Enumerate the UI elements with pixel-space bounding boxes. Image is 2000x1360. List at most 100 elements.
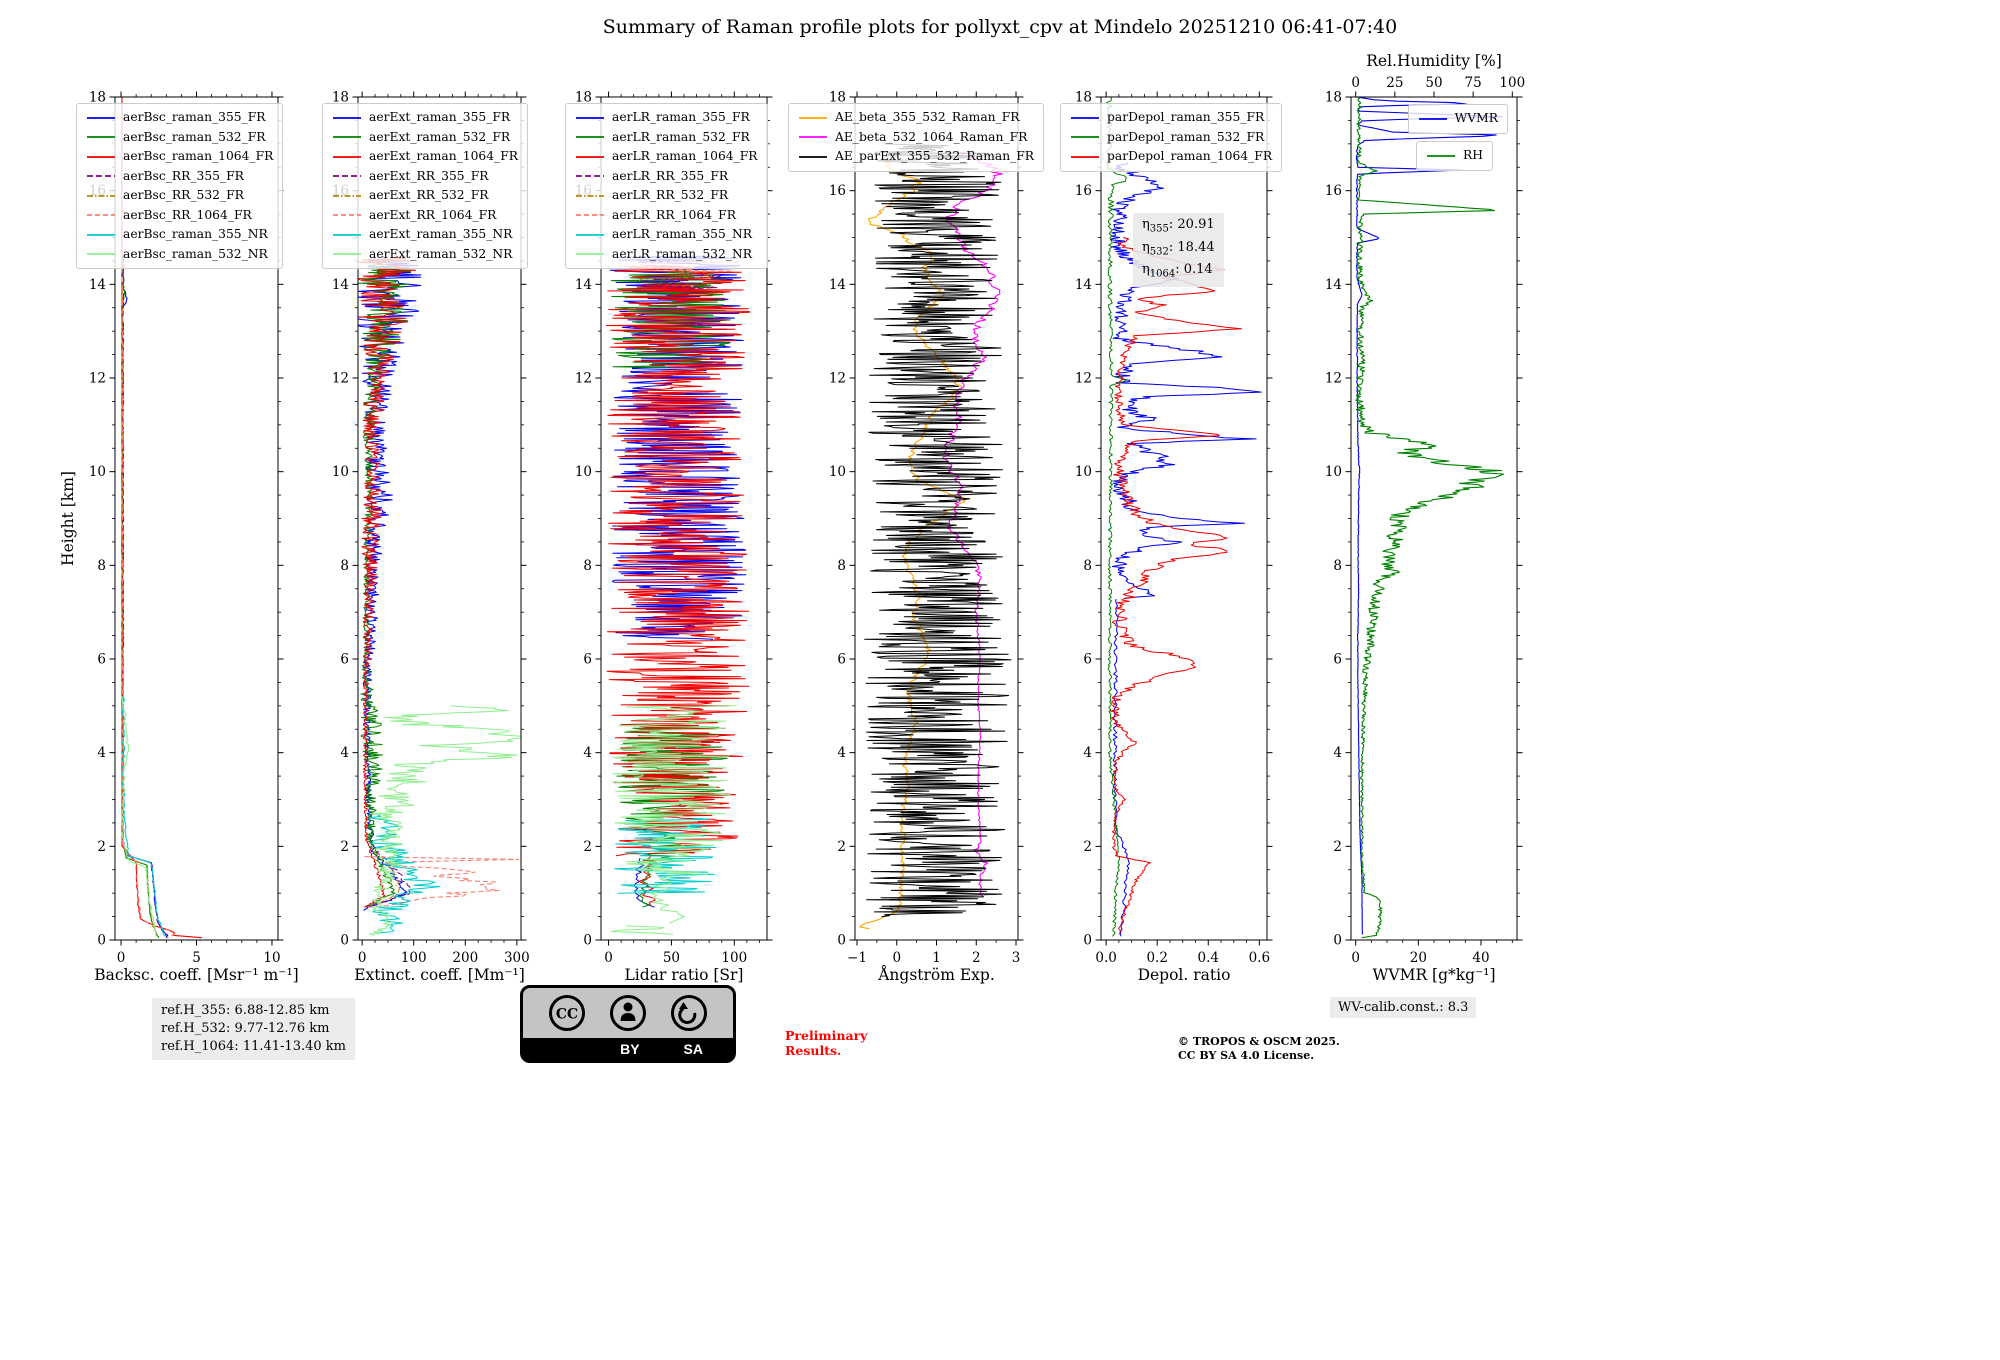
- svg-text:8: 8: [340, 558, 349, 574]
- svg-text:12: 12: [829, 371, 846, 387]
- svg-text:6: 6: [340, 652, 349, 668]
- legend-entry: WVMR: [1418, 109, 1498, 129]
- legend-entry: aerExt_raman_355_NR: [332, 225, 518, 245]
- svg-text:6: 6: [1333, 652, 1342, 668]
- series-aerExt_RR_532_FR: [370, 850, 401, 906]
- legend-entry: aerBsc_raman_532_NR: [86, 245, 273, 265]
- svg-text:20: 20: [1410, 950, 1427, 966]
- legend-label: aerLR_raman_355_FR: [612, 110, 750, 124]
- legend-line-sample: [87, 155, 115, 158]
- eta-value-355: η355: 20.91: [1142, 217, 1215, 235]
- tick-labels: 0 2 4 6 8 10 12 14 16 18 0.0 0.2 0.4 0.6: [1075, 90, 1270, 967]
- svg-text:50: 50: [1425, 75, 1442, 91]
- series-aerLR_RR_532_FR: [635, 269, 720, 282]
- legend-label: aerBsc_RR_355_FR: [123, 168, 244, 183]
- legend-line-sample: [799, 136, 827, 139]
- series-parDepol_raman_355_FR: [1112, 599, 1130, 937]
- svg-text:4: 4: [1333, 745, 1342, 761]
- legend-entry: RH: [1426, 146, 1483, 166]
- svg-text:14: 14: [332, 277, 349, 293]
- legend-line-sample: [333, 136, 361, 139]
- legend-entry: aerBsc_raman_355_FR: [86, 108, 273, 128]
- series-aerExt_raman_532_NR: [369, 705, 521, 936]
- svg-text:2: 2: [1333, 839, 1342, 855]
- svg-text:2: 2: [837, 839, 846, 855]
- legend-line-sample: [576, 155, 604, 158]
- legend-entry: aerBsc_RR_532_FR: [86, 186, 273, 206]
- legend-label: aerExt_raman_532_FR: [369, 129, 511, 144]
- legend-entry: aerBsc_RR_355_FR: [86, 167, 273, 187]
- plots-canvas: 0246810121416180510Backsc. coeff. [Msr⁻¹…: [59, 52, 1525, 984]
- svg-text:6: 6: [837, 652, 846, 668]
- legend-entry: aerExt_raman_532_NR: [332, 245, 518, 265]
- series-aerLR_raman_532_NR: [611, 705, 737, 875]
- legend-label: aerLR_RR_1064_FR: [612, 207, 736, 222]
- svg-text:0: 0: [583, 933, 592, 949]
- svg-text:6: 6: [583, 652, 592, 668]
- svg-text:0: 0: [117, 950, 126, 966]
- svg-text:2: 2: [972, 950, 981, 966]
- svg-text:2: 2: [97, 839, 106, 855]
- figure-title: Summary of Raman profile plots for polly…: [602, 16, 1398, 38]
- x-axis-label: Lidar ratio [Sr]: [625, 966, 744, 984]
- svg-text:2: 2: [1083, 839, 1092, 855]
- svg-text:10: 10: [89, 464, 106, 480]
- series-RH: [1355, 97, 1505, 939]
- legend-entry: aerExt_RR_532_FR: [332, 186, 518, 206]
- legend-entry: parDepol_raman_355_FR: [1070, 108, 1272, 128]
- ref-height-532: ref.H_532: 9.77-12.76 km: [161, 1021, 330, 1036]
- legend-label: aerExt_raman_1064_FR: [369, 149, 518, 163]
- svg-text:18: 18: [829, 90, 846, 106]
- svg-text:4: 4: [837, 745, 846, 761]
- svg-text:1: 1: [932, 950, 941, 966]
- svg-text:14: 14: [89, 277, 106, 293]
- legend-line-sample: [799, 116, 827, 119]
- wv-calibration-annotation: WV-calib.const.: 8.3: [1330, 997, 1477, 1018]
- legend-line-sample: [87, 175, 115, 178]
- series-aerExt_raman_355_FR: [358, 255, 422, 911]
- legend-label: parDepol_raman_355_FR: [1107, 110, 1265, 124]
- series-aerLR_raman_532_NR: [610, 925, 674, 935]
- legend-depol: parDepol_raman_355_FR parDepol_raman_532_…: [1060, 103, 1283, 172]
- legend-entry: aerExt_RR_1064_FR: [332, 206, 518, 226]
- svg-text:0: 0: [358, 950, 367, 966]
- legend-lidar_ratio: aerLR_raman_355_FR aerLR_raman_532_FR aerL…: [565, 103, 768, 269]
- svg-text:10: 10: [575, 464, 592, 480]
- svg-text:2: 2: [340, 839, 349, 855]
- legend-label: aerExt_RR_1064_FR: [369, 207, 497, 222]
- legend-wvmr: WVMR: [1407, 104, 1508, 134]
- panel-wvmr: 0 2 4 6 8 10 12 14 16 18 0 20 40 0 25 50 75 100 Rel.Humidi…: [1325, 52, 1525, 984]
- legend-line-sample: [576, 253, 604, 256]
- legend-label: aerExt_RR_355_FR: [369, 168, 489, 183]
- svg-text:8: 8: [1083, 558, 1092, 574]
- svg-text:0: 0: [1351, 75, 1360, 91]
- svg-text:100: 100: [721, 950, 747, 966]
- legend-line-sample: [333, 253, 361, 256]
- legend-label: RH: [1463, 148, 1483, 162]
- legend-label: aerLR_raman_532_NR: [612, 246, 752, 261]
- legend-line-sample: [576, 136, 604, 139]
- legend-label: AE_parExt_355_532_Raman_FR: [835, 149, 1035, 163]
- legend-label: aerLR_RR_355_FR: [612, 168, 729, 183]
- tick-labels: 0 2 4 6 8 10 12 14 16 18 0 20 40 0 25 50 75 100: [1325, 75, 1525, 966]
- depol-calibration-annotation: η355: 20.91 η532: 18.44 η1064: 0.14: [1133, 213, 1224, 287]
- cc-icon: CC: [549, 995, 586, 1031]
- legend-entry: aerBsc_raman_355_NR: [86, 225, 273, 245]
- svg-text:0.4: 0.4: [1198, 950, 1219, 966]
- svg-text:0.2: 0.2: [1146, 950, 1167, 966]
- legend-entry: AE_parExt_355_532_Raman_FR: [798, 147, 1034, 167]
- legend-entry: parDepol_raman_1064_FR: [1070, 147, 1272, 167]
- svg-text:14: 14: [575, 277, 592, 293]
- x-axis-label: Ångström Exp.: [877, 966, 995, 984]
- legend-line-sample: [87, 233, 115, 236]
- legend-line-sample: [87, 136, 115, 139]
- svg-text:−1: −1: [847, 950, 867, 966]
- svg-text:0: 0: [604, 950, 613, 966]
- svg-text:0.0: 0.0: [1095, 950, 1116, 966]
- svg-text:0: 0: [837, 933, 846, 949]
- legend-label: aerLR_raman_1064_FR: [612, 149, 758, 163]
- legend-line-sample: [576, 175, 604, 178]
- svg-text:8: 8: [97, 558, 106, 574]
- axis-ticks: [595, 91, 773, 946]
